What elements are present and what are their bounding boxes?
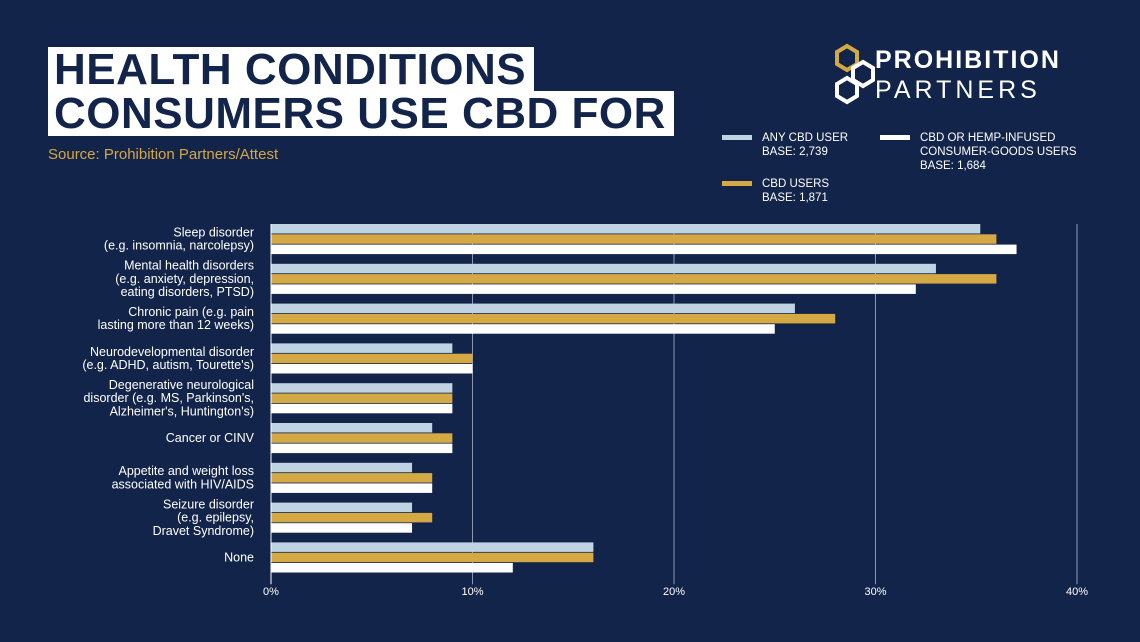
category-label: (e.g. insomnia, narcolepsy) [104,239,254,253]
tick-label: 20% [663,586,685,598]
bar [271,244,1017,255]
tick-label: 40% [1066,586,1088,598]
logo-text-line-2: PARTNERS [875,76,1041,104]
category-label: None [224,550,254,564]
bar [271,443,453,454]
bar [271,423,433,433]
page-title-line-1: HEALTH CONDITIONS [48,47,535,92]
legend-swatch-cbd-users [722,181,752,186]
source-note: Source: Prohibition Partners/Attest [48,146,279,163]
category-label: Neurodevelopmental disorder [90,345,254,359]
legend-label: ANY CBD USER [762,132,849,144]
bar [271,523,413,533]
bar [271,512,433,523]
category-label: Alzheimer's, Huntington's) [110,404,254,418]
bar [271,483,433,493]
bar [271,364,473,374]
bar [271,324,775,334]
bar [271,383,453,393]
category-label: (e.g. ADHD, autism, Tourette's) [82,358,254,372]
category-label: Mental health disorders [124,259,254,273]
bar [271,403,453,414]
tick-label: 10% [461,586,483,598]
category-label: Degenerative neurological [109,378,254,392]
bar [271,353,473,364]
category-label: Cancer or CINV [166,431,255,445]
category-label: (e.g. anxiety, depression, [115,272,254,286]
page-title-line-2: CONSUMERS USE CBD FOR [48,91,674,136]
category-label: disorder (e.g. MS, Parkinson's, [83,391,254,405]
legend-base: BASE: 1,684 [920,160,986,172]
category-label: Sleep disorder [173,225,254,239]
bar [271,303,795,314]
bar [271,462,413,473]
bar [271,473,433,483]
bar [271,343,453,353]
bar [271,234,997,244]
category-label: (e.g. epilepsy, [177,511,254,525]
legend-label: CBD OR HEMP-INFUSED [920,132,1056,144]
legend-base: BASE: 1,871 [762,192,828,204]
bar [271,502,413,513]
tick-label: 30% [864,586,886,598]
hexagon-logo-icon [835,43,875,105]
bar [271,284,916,294]
bar [271,433,453,443]
bar [271,552,594,563]
category-label: lasting more than 12 weeks) [98,318,254,332]
category-label: associated with HIV/AIDS [112,477,254,491]
tick-label: 0% [263,586,279,598]
legend-label-cont: CONSUMER-GOODS USERS [920,146,1077,158]
category-label: Seizure disorder [163,497,254,511]
bar [271,393,453,403]
category-label: eating disorders, PTSD) [121,285,254,299]
category-label: Appetite and weight loss [118,464,254,478]
legend-swatch-hemp-infused [880,135,910,140]
bar [271,542,594,552]
category-label: Dravet Syndrome) [153,524,254,538]
bar [271,224,981,234]
logo-text-line-1: PROHIBITION [875,46,1061,74]
bar [271,263,936,274]
bar [271,274,997,284]
bar [271,313,836,324]
legend-label: CBD USERS [762,178,830,190]
category-label: Chronic pain (e.g. pain [128,305,254,319]
legend-base: BASE: 2,739 [762,146,828,158]
legend-swatch-any-cbd-user [722,135,752,140]
bar [271,563,513,573]
brand-logo: PROHIBITION PARTNERS [833,42,1098,108]
